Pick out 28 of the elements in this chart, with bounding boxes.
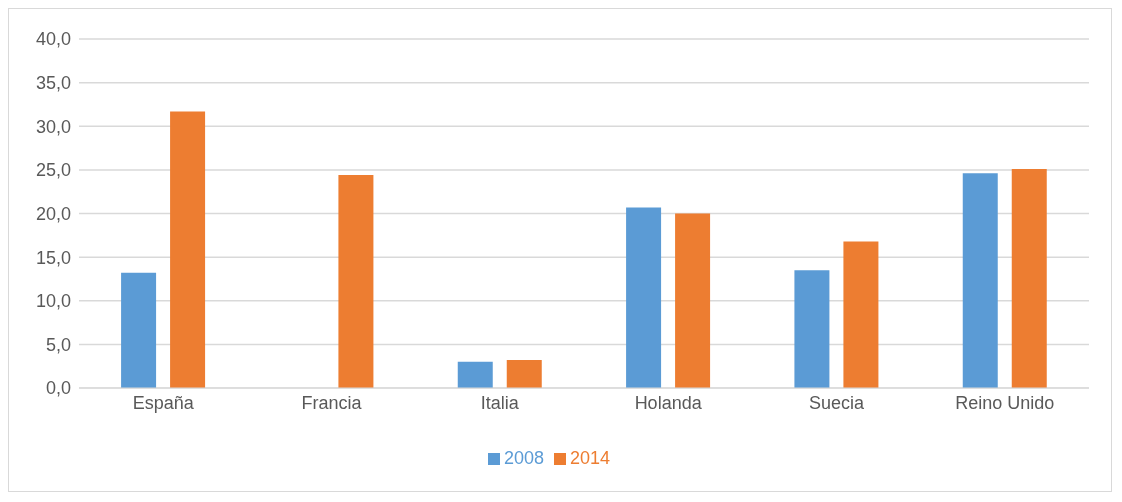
- bar: [626, 207, 662, 388]
- bar: [170, 111, 206, 388]
- bar: [1011, 169, 1047, 388]
- bar: [457, 361, 493, 388]
- y-tick-label: 35,0: [35, 73, 71, 94]
- y-tick-label: 40,0: [35, 29, 71, 50]
- x-tick-label: Reino Unido: [955, 392, 1055, 413]
- y-tick-label: 0,0: [45, 378, 71, 399]
- y-tick-label: 25,0: [35, 160, 71, 181]
- bar: [794, 270, 830, 388]
- x-tick-label: Italia: [480, 392, 520, 413]
- x-tick-label: Holanda: [634, 392, 703, 413]
- legend-label: 2008: [503, 448, 544, 468]
- x-tick-label: Suecia: [808, 392, 865, 413]
- bar: [675, 213, 711, 388]
- bar: [506, 360, 542, 388]
- y-tick-label: 15,0: [35, 247, 71, 268]
- y-tick-label: 10,0: [35, 291, 71, 312]
- x-tick-label: España: [132, 392, 195, 413]
- y-tick-label: 5,0: [45, 334, 71, 355]
- bar: [962, 173, 998, 388]
- x-tick-label: Francia: [301, 392, 363, 413]
- bar: [843, 241, 879, 388]
- y-tick-label: 20,0: [35, 203, 71, 224]
- y-tick-label: 30,0: [35, 116, 71, 137]
- bar: [338, 175, 374, 388]
- legend-label: 2014: [570, 448, 611, 468]
- bar: [121, 272, 157, 388]
